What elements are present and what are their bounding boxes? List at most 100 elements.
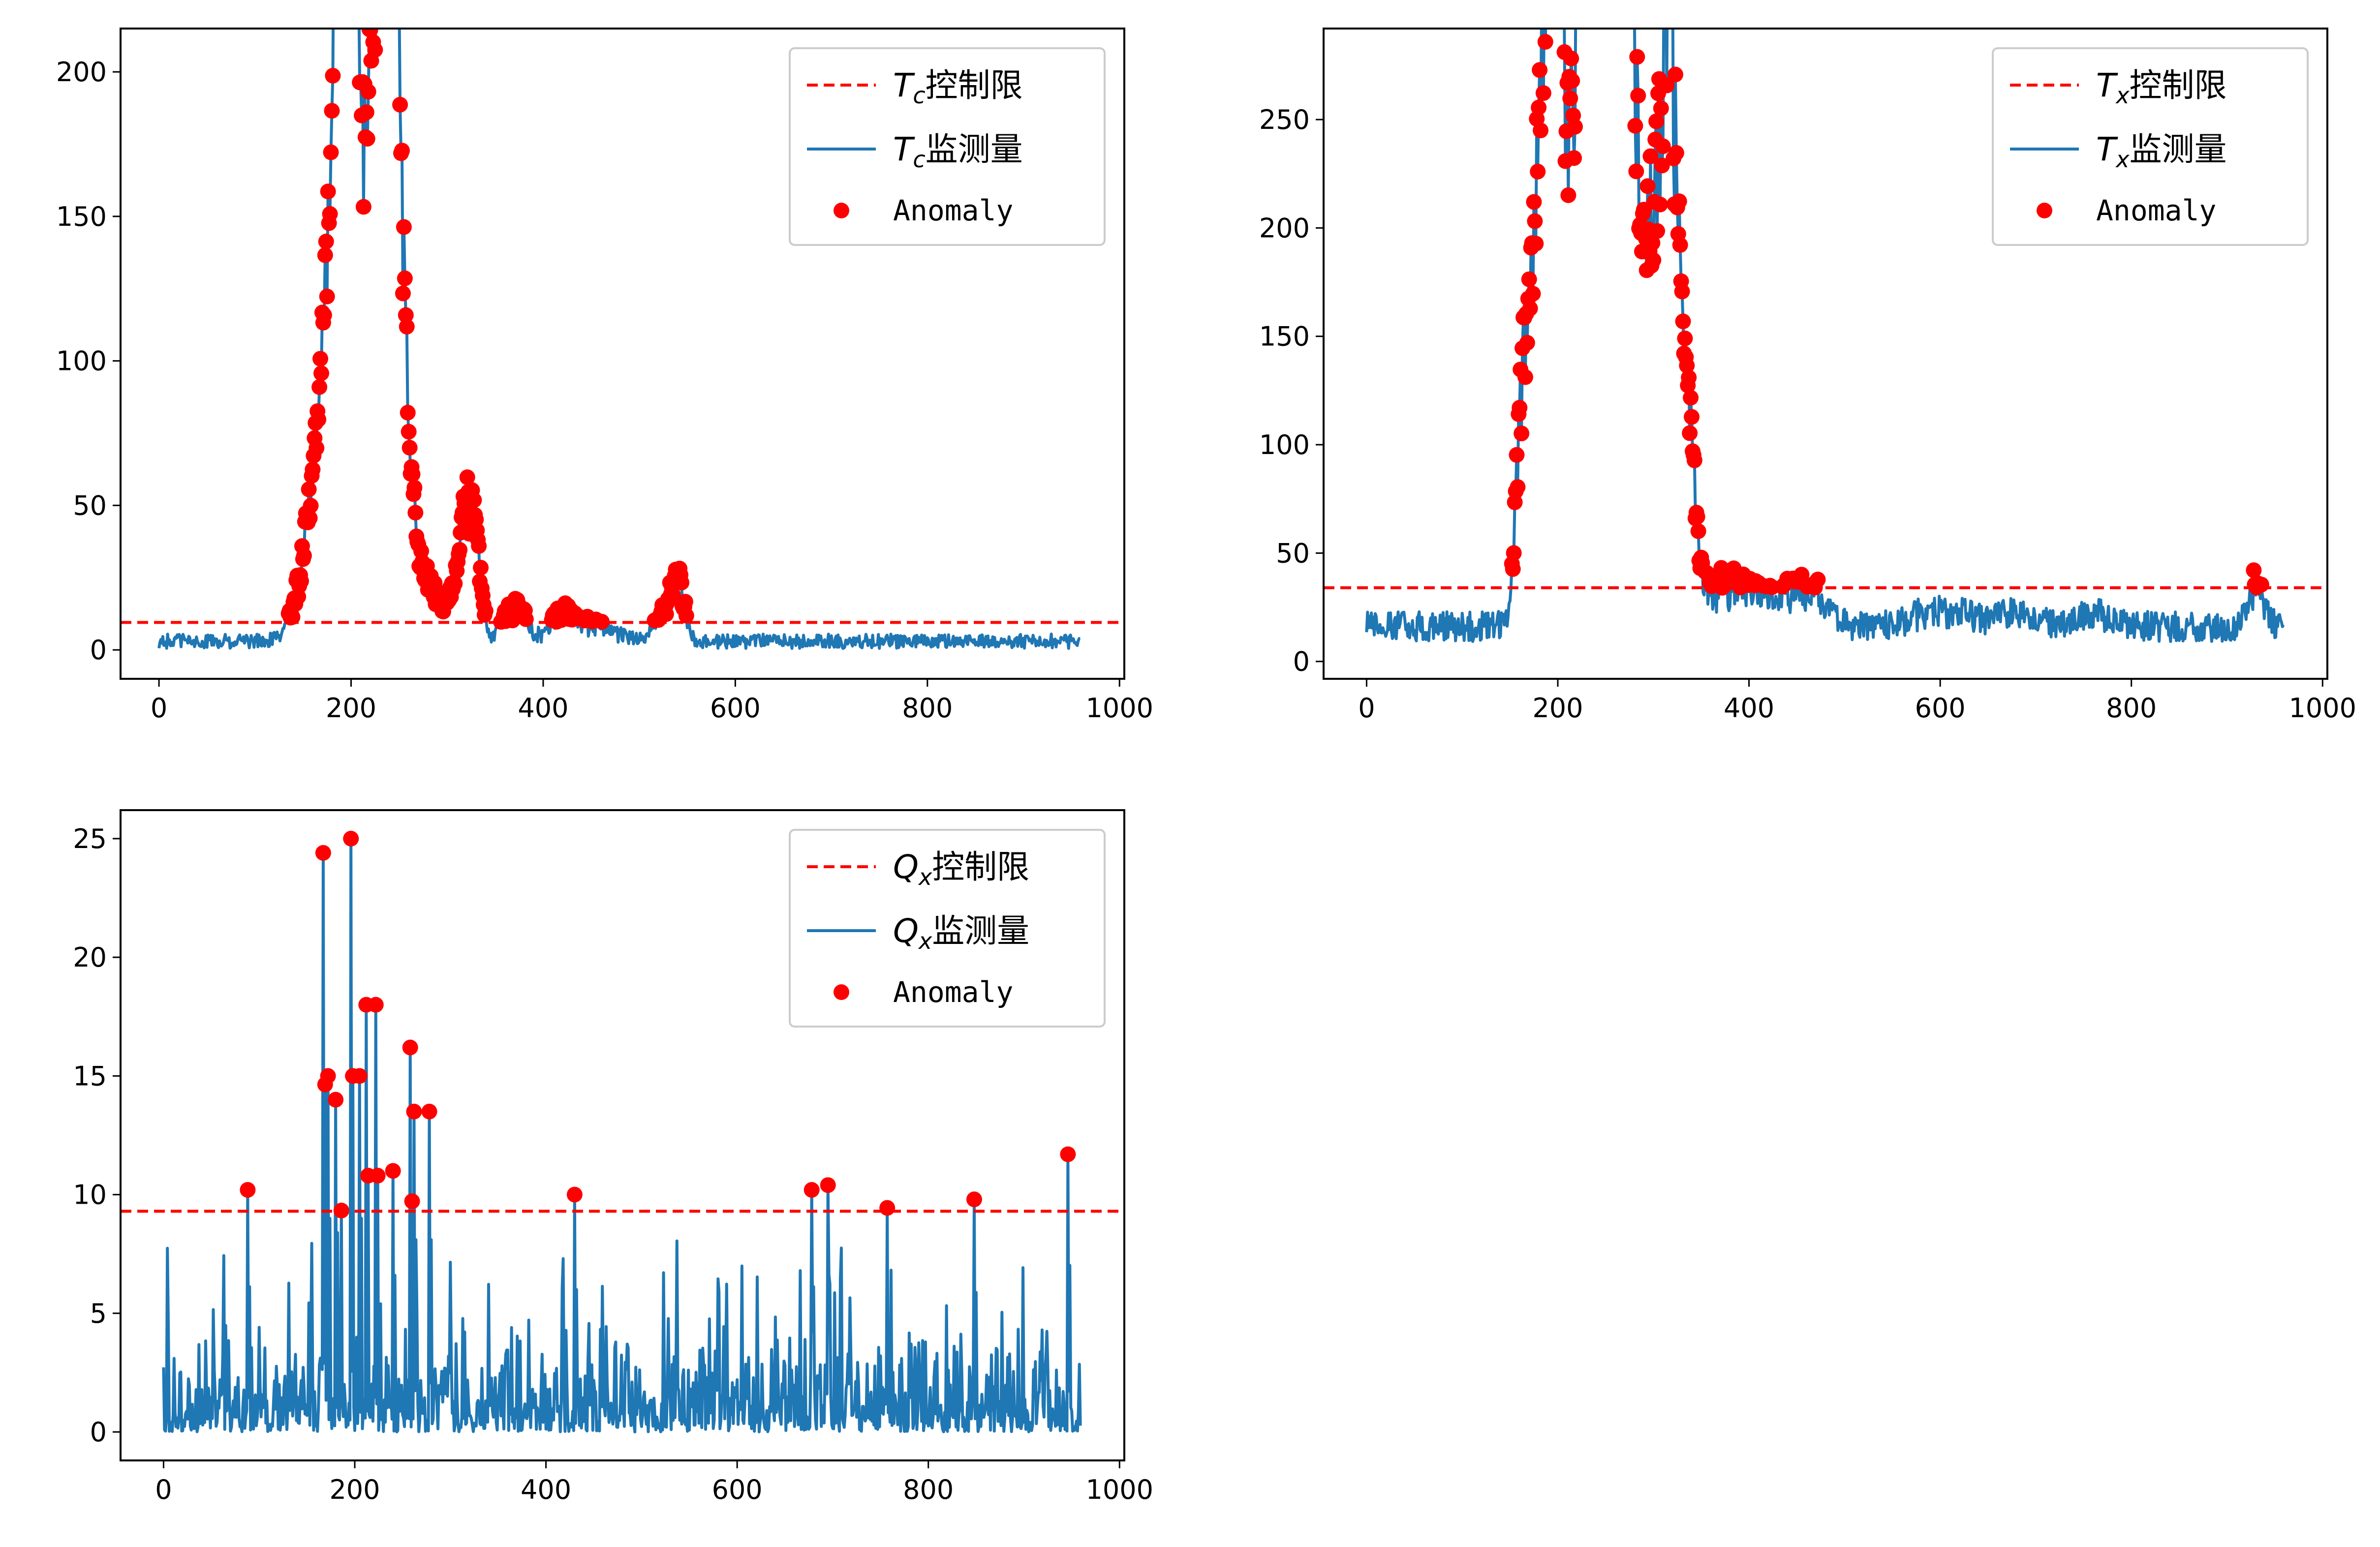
axes-frame <box>120 809 1125 1461</box>
legend-anomaly-swatch <box>834 203 849 218</box>
anomaly-point <box>1525 286 1541 302</box>
anomaly-point <box>400 404 416 421</box>
anomaly-point <box>1659 77 1675 93</box>
x-tick-label: 1000 <box>2289 693 2356 724</box>
anomaly-point <box>1648 113 1665 129</box>
anomaly-point <box>1534 10 1549 26</box>
axes-frame <box>1323 28 2328 680</box>
x-tick-label: 200 <box>1532 693 1583 724</box>
anomaly-point <box>1677 330 1693 346</box>
anomaly-point <box>1531 99 1547 116</box>
legend-anomaly-label: Anomaly <box>893 975 1013 1009</box>
anomaly-point <box>406 480 423 496</box>
anomaly-point <box>1639 178 1656 194</box>
anomaly-points <box>1504 0 2269 596</box>
anomaly-point <box>1521 271 1537 287</box>
anomaly-point <box>421 1103 437 1120</box>
anomaly-point <box>398 307 414 323</box>
anomaly-point <box>1535 85 1551 101</box>
legend: Tx控制限 Tx监测量 Anomaly <box>1992 47 2309 246</box>
anomaly-point <box>1675 313 1691 330</box>
legend: Qx控制限 Qx监测量 Anomaly <box>789 829 1106 1028</box>
anomaly-point <box>359 130 375 147</box>
x-tick-label: 0 <box>151 693 167 724</box>
anomaly-point <box>1628 163 1644 180</box>
anomaly-point <box>1539 0 1554 1</box>
anomaly-point <box>678 607 694 624</box>
anomaly-point <box>317 247 333 263</box>
chart-panel-2: 0 200 400 600 800 1000 0 50 100 150 200 250 Tx控制限 Tx监… <box>1259 0 2356 724</box>
anomaly-point <box>473 560 489 576</box>
x-tick-label: 0 <box>155 1474 172 1505</box>
anomaly-point <box>2246 562 2262 578</box>
anomaly-point <box>322 206 338 222</box>
anomaly-point <box>804 1182 820 1198</box>
anomaly-point <box>1517 369 1533 385</box>
anomaly-point <box>309 440 325 456</box>
y-tick-label: 10 <box>73 1180 107 1211</box>
anomaly-point <box>1623 0 1638 5</box>
y-tick-label: 150 <box>1259 321 1310 352</box>
y-tick-label: 50 <box>1276 538 1310 569</box>
legend-limit-label: Tc控制限 <box>893 66 1023 109</box>
anomaly-point <box>879 1200 896 1216</box>
anomaly-point <box>566 1186 583 1203</box>
anomaly-point <box>1671 193 1687 210</box>
anomaly-point <box>1532 62 1548 78</box>
y-tick-label: 200 <box>56 57 107 88</box>
legend-anomaly-swatch <box>834 984 849 1000</box>
anomaly-point <box>1645 252 1662 268</box>
anomaly-point <box>315 845 331 861</box>
anomaly-point <box>1560 187 1576 203</box>
anomaly-point <box>1684 409 1700 425</box>
legend-anomaly-label: Anomaly <box>2096 194 2216 227</box>
anomaly-point <box>404 1193 420 1210</box>
y-tick-label: 20 <box>73 942 107 973</box>
anomaly-point <box>1664 0 1679 16</box>
anomaly-point <box>284 609 301 625</box>
legend-limit-label: Qx控制限 <box>893 848 1029 890</box>
anomaly-point <box>310 411 327 427</box>
anomaly-point <box>1512 399 1528 416</box>
anomaly-point <box>459 469 475 485</box>
anomaly-point <box>407 505 424 521</box>
anomaly-point <box>313 365 329 381</box>
anomaly-point <box>1563 50 1579 66</box>
anomaly-point <box>368 0 384 10</box>
y-tick-label: 0 <box>90 635 107 666</box>
legend-stat-label: Tc监测量 <box>893 130 1023 173</box>
axes-frame <box>120 28 1125 680</box>
anomaly-point <box>385 1163 401 1179</box>
anomaly-point <box>355 199 371 215</box>
x-tick-label: 600 <box>712 1474 763 1505</box>
anomaly-point <box>1679 358 1695 374</box>
y-tick-label: 250 <box>1259 104 1310 135</box>
anomaly-point <box>1689 509 1705 525</box>
anomaly-point <box>1690 523 1706 539</box>
anomaly-point <box>360 84 376 100</box>
x-tick-label: 400 <box>518 693 568 724</box>
anomaly-point <box>1604 9 1619 25</box>
anomaly-point <box>1652 196 1668 212</box>
anomaly-point <box>311 379 328 395</box>
legend-anomaly-label: Anomaly <box>893 194 1013 227</box>
anomaly-point <box>312 351 329 367</box>
anomaly-point <box>404 466 421 483</box>
anomaly-point <box>240 1182 256 1198</box>
anomaly-point <box>1567 119 1583 135</box>
x-tick-label: 600 <box>710 693 761 724</box>
anomaly-point <box>471 538 487 554</box>
anomaly-point <box>1657 0 1673 2</box>
x-tick-label: 400 <box>521 1474 571 1505</box>
anomaly-point <box>358 104 374 121</box>
anomaly-point <box>1655 138 1671 154</box>
anomaly-point <box>333 1203 349 1219</box>
anomaly-point <box>1793 567 1810 583</box>
anomaly-point <box>1681 369 1697 386</box>
anomaly-point <box>1566 150 1582 166</box>
y-tick-label: 25 <box>73 823 107 854</box>
legend-stat-label: Tx监测量 <box>2096 130 2227 173</box>
anomaly-point <box>518 611 534 627</box>
y-tick-label: 100 <box>1259 429 1310 460</box>
anomaly-point <box>402 1039 418 1056</box>
